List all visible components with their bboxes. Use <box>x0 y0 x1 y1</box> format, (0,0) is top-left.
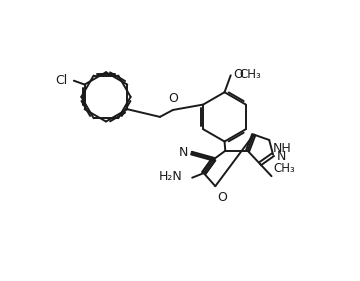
Text: N: N <box>179 146 188 159</box>
Text: N: N <box>277 150 286 163</box>
Text: CH₃: CH₃ <box>239 68 261 81</box>
Text: O: O <box>233 68 243 81</box>
Text: O: O <box>168 92 178 105</box>
Text: NH: NH <box>273 142 292 155</box>
Text: Cl: Cl <box>55 74 68 87</box>
Text: H₂N: H₂N <box>159 170 183 183</box>
Text: O: O <box>217 191 227 204</box>
Text: CH₃: CH₃ <box>273 162 295 175</box>
